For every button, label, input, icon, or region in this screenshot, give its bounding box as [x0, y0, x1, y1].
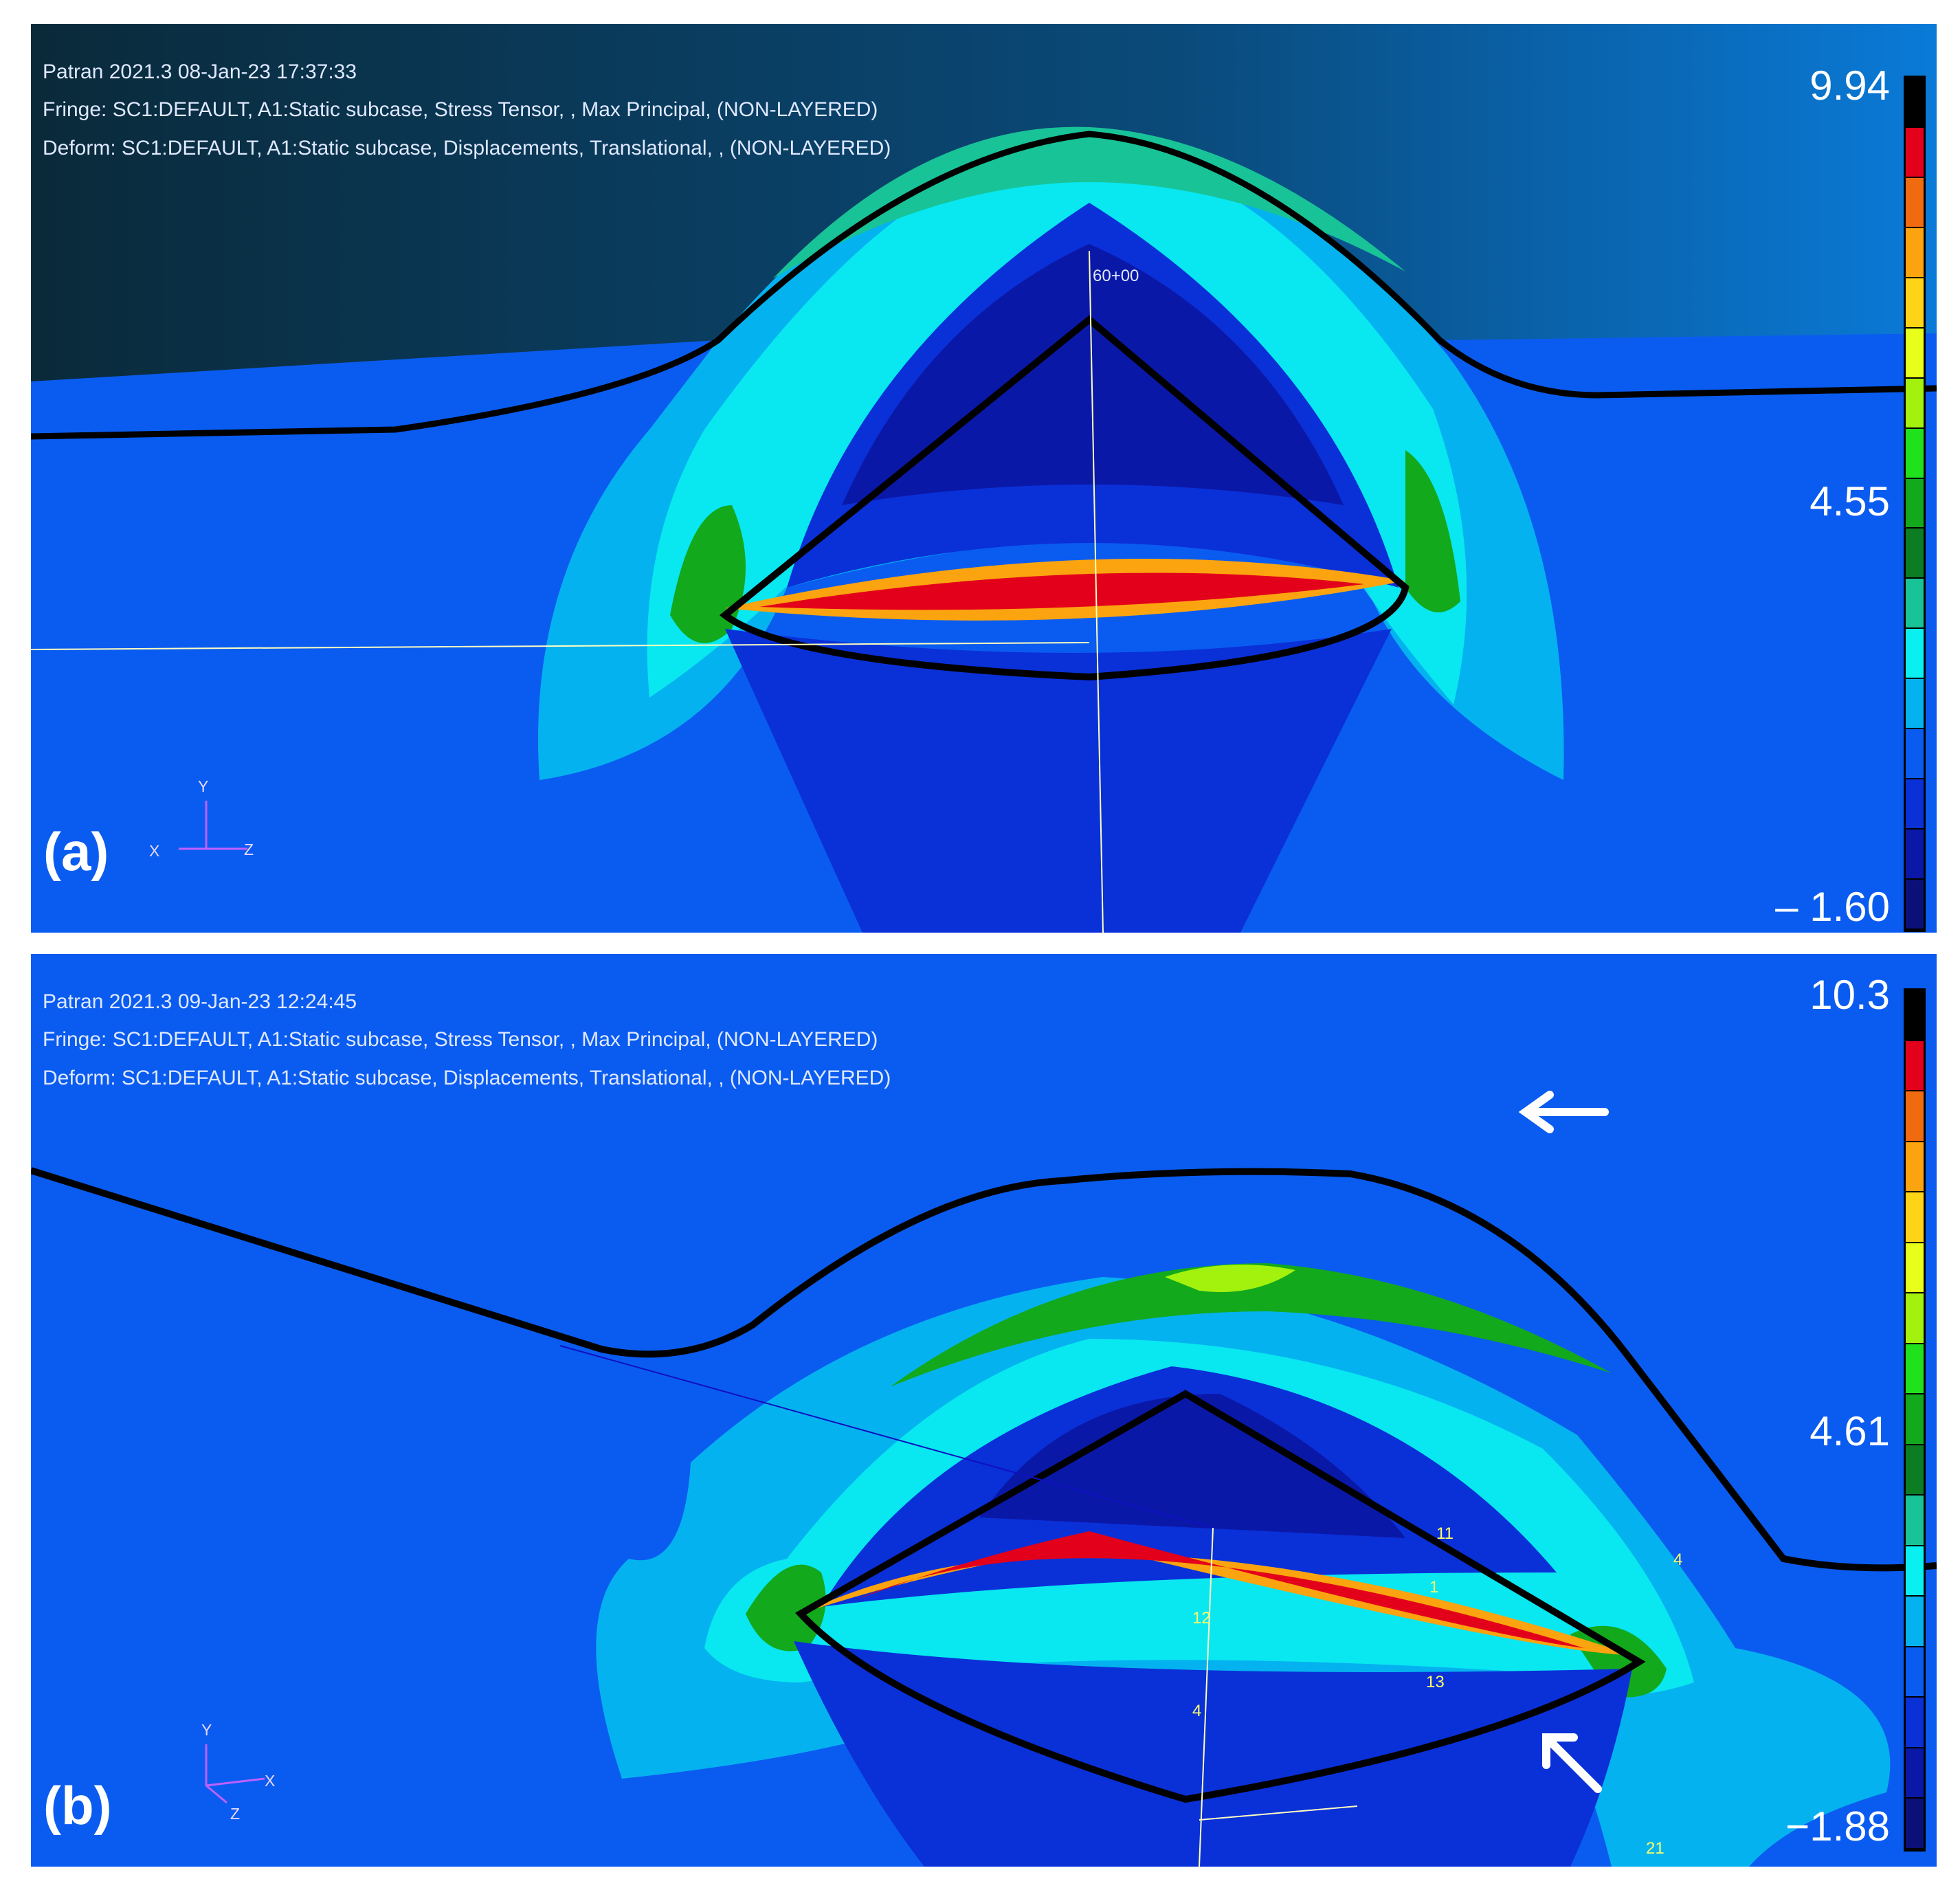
panel-a-viewport[interactable]: Patran 2021.3 08-Jan-23 17:37:33 Fringe:…: [31, 24, 1937, 933]
color-scale-segment: [1906, 1445, 1924, 1496]
color-scale-segment: [1906, 1748, 1924, 1799]
patran-version-header: Patran 2021.3 09-Jan-23 12:24:45: [43, 990, 357, 1013]
upper-region-a: [31, 24, 1937, 381]
color-scale-segment: [1906, 1091, 1924, 1142]
scale-min-value: −1.88: [1785, 1803, 1890, 1849]
fringe-color-scale: [1904, 988, 1926, 1852]
guide-line-b1: [559, 1345, 1214, 1528]
panel-label: (b): [43, 1775, 112, 1836]
scale-max-value: 9.94: [1809, 63, 1890, 109]
contour-yellow-top-b: [1165, 1265, 1295, 1292]
patran-version-header: Patran 2021.3 08-Jan-23 17:37:33: [43, 60, 357, 83]
deformed-outline-b: [31, 1167, 1937, 1572]
color-scale-segment: [1906, 127, 1924, 178]
coordinate-triad-icon: [179, 801, 247, 850]
axis-x-label: X: [149, 842, 160, 860]
color-scale-segment: [1906, 278, 1924, 329]
color-scale-segment: [1906, 378, 1924, 429]
axis-y-label: Y: [198, 777, 209, 795]
deform-description: Deform: SC1:DEFAULT, A1:Static subcase, …: [43, 137, 891, 159]
color-scale-segment: [1906, 729, 1924, 780]
fringe-description: Fringe: SC1:DEFAULT, A1:Static subcase, …: [43, 1028, 878, 1051]
scale-max-value: 10.3: [1809, 972, 1890, 1018]
color-scale-segment: [1906, 328, 1924, 379]
color-scale-segment: [1906, 227, 1924, 278]
scale-mid-value: 4.55: [1809, 478, 1890, 524]
guide-line-a: [31, 642, 1090, 650]
color-scale-segment: [1906, 1394, 1924, 1445]
color-scale-segment: [1906, 529, 1924, 579]
arrow-left-icon: [1518, 1091, 1609, 1133]
contour-green-top-a: [773, 126, 1405, 278]
node-label: 21: [1646, 1839, 1664, 1858]
stress-fringe-plot-a: [31, 24, 1937, 933]
cavity-outline-b: [795, 1390, 1646, 1803]
node-label: 13: [1426, 1673, 1445, 1691]
color-scale-segment: [1906, 990, 1924, 1041]
guide-line-b3: [1199, 1805, 1358, 1821]
color-scale-segment: [1906, 629, 1924, 680]
axis-y-label: Y: [201, 1721, 212, 1739]
color-scale-segment: [1906, 1142, 1924, 1193]
contour-lower-dark-a: [725, 629, 1392, 933]
color-scale-segment: [1906, 177, 1924, 228]
color-scale-segment: [1906, 428, 1924, 479]
coordinate-triad-icon: [205, 1744, 265, 1804]
color-scale-segment: [1906, 779, 1924, 830]
scale-mid-value: 4.61: [1809, 1408, 1890, 1454]
color-scale-segment: [1906, 880, 1924, 930]
color-scale-segment: [1906, 579, 1924, 630]
node-label: 12: [1192, 1609, 1211, 1627]
color-scale-segment: [1906, 1192, 1924, 1243]
hot-band-core-a: [759, 572, 1364, 610]
panel-b-viewport[interactable]: Patran 2021.3 09-Jan-23 12:24:45 Fringe:…: [31, 954, 1937, 1867]
contour-core-b: [979, 1394, 1405, 1538]
deformed-outline-a: [31, 131, 1937, 440]
axis-x-label: X: [265, 1772, 276, 1790]
node-label: 60+00: [1093, 267, 1139, 285]
node-label: 11: [1436, 1524, 1454, 1543]
panel-label: (a): [43, 821, 109, 882]
contour-left-hotspot-a: [670, 505, 746, 643]
node-label: 1: [1429, 1578, 1439, 1597]
color-scale-segment: [1906, 1293, 1924, 1344]
color-scale-segment: [1906, 830, 1924, 880]
color-scale-segment: [1906, 1799, 1924, 1849]
color-scale-segment: [1906, 679, 1924, 730]
contour-green-top-b: [890, 1263, 1612, 1387]
contour-lower-dark-b: [794, 1641, 1632, 1867]
color-scale-segment: [1906, 478, 1924, 529]
color-scale-segment: [1906, 1647, 1924, 1698]
contour-right-hotspot-a: [1405, 450, 1460, 612]
color-scale-segment: [1906, 1698, 1924, 1748]
arrow-up-left-icon: [1542, 1733, 1602, 1793]
centerline-a: [1089, 250, 1104, 933]
fringe-description: Fringe: SC1:DEFAULT, A1:Static subcase, …: [43, 98, 878, 121]
color-scale-segment: [1906, 1041, 1924, 1092]
axis-z-label: Z: [244, 841, 254, 858]
axis-z-label: Z: [230, 1805, 241, 1823]
node-label: 4: [1673, 1550, 1683, 1569]
contour-left-hotspot-b: [746, 1564, 826, 1652]
color-scale-segment: [1906, 1496, 1924, 1546]
color-scale-segment: [1906, 1243, 1924, 1294]
stress-fringe-plot-b: [31, 1167, 1937, 1867]
color-scale-segment: [1906, 78, 1924, 128]
contour-core-a: [842, 244, 1344, 505]
hot-band-b: [801, 1545, 1632, 1655]
node-label: 4: [1192, 1702, 1202, 1720]
color-scale-segment: [1906, 1597, 1924, 1647]
color-scale-segment: [1906, 1546, 1924, 1597]
cavity-outline-a: [719, 315, 1410, 681]
deform-description: Deform: SC1:DEFAULT, A1:Static subcase, …: [43, 1067, 891, 1089]
guide-line-b2: [1199, 1527, 1214, 1867]
scale-min-value: – 1.60: [1775, 884, 1890, 930]
color-scale-segment: [1906, 1344, 1924, 1395]
fringe-color-scale: [1904, 76, 1926, 932]
